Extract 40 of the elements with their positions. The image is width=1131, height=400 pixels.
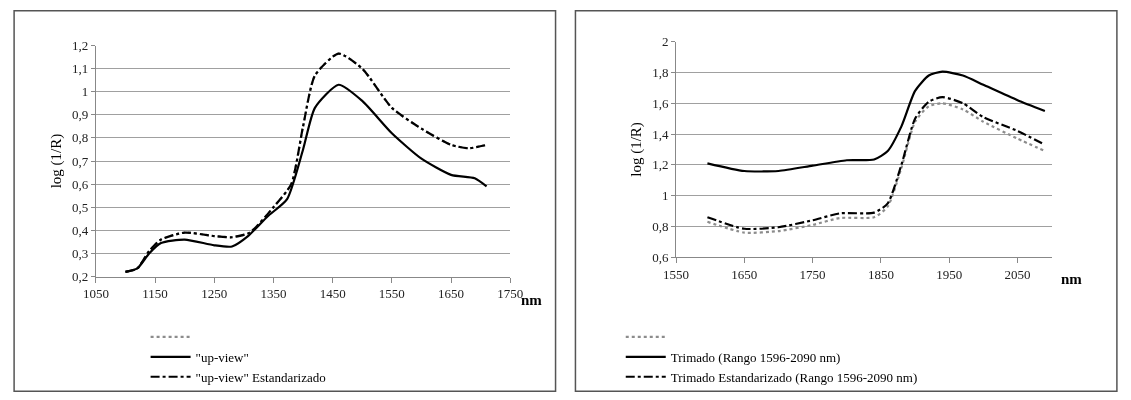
x-axis-title: nm	[1061, 271, 1083, 287]
y-tick-label: 0,4	[72, 222, 89, 238]
y-tick-label: 1,6	[652, 95, 669, 111]
y-tick-label: 1,2	[652, 157, 669, 173]
y-tick-label: 2	[661, 34, 669, 50]
y-tick-label: 1	[661, 188, 669, 204]
y-tick-label: 0,9	[72, 107, 89, 123]
y-tick-label: 1,4	[652, 126, 669, 142]
y-tick-label: 1,8	[652, 65, 669, 80]
legend-label: Trimado (Rango 1596-2090 nm)	[670, 349, 841, 365]
y-axis-title: log (1/R)	[628, 122, 646, 177]
y-tick-label: 0,6	[72, 176, 89, 192]
legend-label: "up-view" Estandarizado	[195, 369, 326, 385]
y-tick-label: 0,2	[72, 269, 89, 285]
x-tick-label: 1650	[438, 286, 465, 302]
legend-label: "up-view"	[195, 349, 249, 365]
x-tick-label: 1450	[319, 286, 346, 302]
y-tick-label: 0,6	[652, 249, 669, 265]
y-tick-label: 0,8	[652, 219, 669, 234]
legend-label: Trimado Estandarizado (Rango 1596-2090 nm)	[670, 369, 918, 385]
x-tick-label: 1350	[260, 286, 287, 302]
y-tick-label: 1	[81, 84, 89, 100]
y-axis-title: log (1/R)	[48, 133, 66, 189]
x-tick-label: 2050	[1004, 266, 1031, 282]
y-tick-label: 0,5	[72, 199, 89, 215]
x-tick-label: 1050	[82, 286, 109, 302]
line-series	[706, 70, 1046, 173]
x-tick-label: 1650	[731, 266, 758, 282]
y-tick-label: 1,1	[72, 61, 89, 77]
x-tick-label: 1250	[201, 286, 228, 302]
x-tick-label: 1550	[663, 266, 689, 282]
x-tick-label: 1150	[142, 286, 168, 302]
y-tick-label: 1,2	[72, 38, 89, 54]
x-tick-label: 1750	[799, 266, 826, 282]
x-tick-label: 1550	[378, 286, 405, 302]
y-tick-label: 0,7	[72, 153, 89, 169]
y-tick-label: 0,3	[72, 245, 89, 261]
x-tick-label: 1950	[936, 266, 963, 282]
y-tick-label: 0,8	[72, 130, 89, 146]
x-tick-label: 1850	[867, 266, 894, 282]
